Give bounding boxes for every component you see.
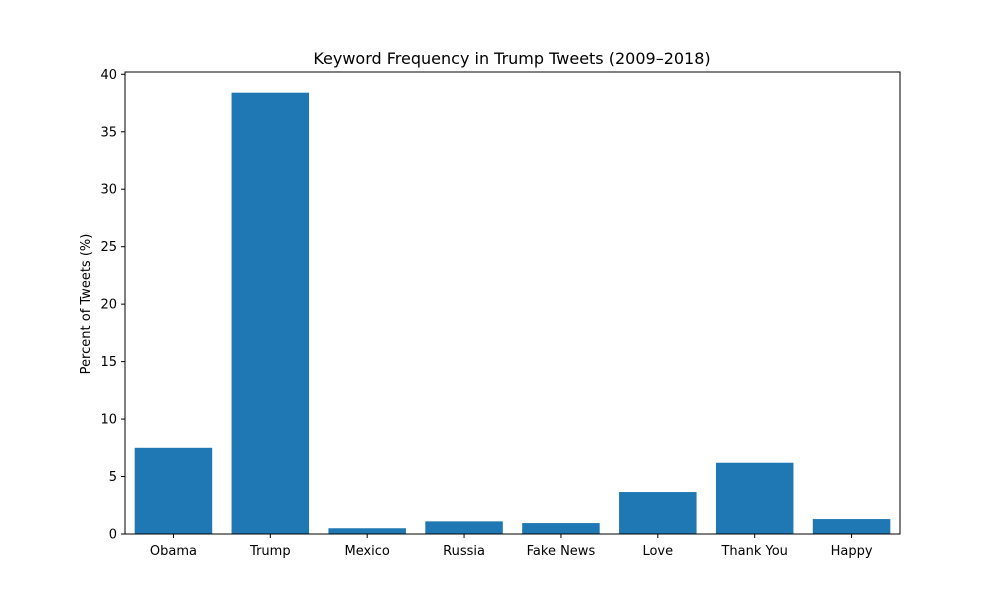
x-axis: Obama Trump Mexico Russia Fake News Love Thank… [150, 534, 873, 559]
y-tick-label: 15 [100, 355, 117, 370]
y-tick-label: 30 [100, 183, 117, 198]
bar-fake-news [522, 523, 600, 534]
bar-thank-you [715, 462, 794, 534]
bar-obama [134, 447, 213, 534]
x-tick-label: Happy [831, 544, 873, 559]
y-tick-label: 35 [100, 125, 117, 140]
y-tick-label: 0 [109, 528, 117, 543]
x-tick-label: Fake News [527, 544, 596, 559]
bar-mexico [328, 528, 406, 534]
bar-trump [231, 92, 310, 534]
x-tick-label: Thank You [720, 544, 787, 559]
bar-russia [425, 521, 503, 534]
x-tick-label: Russia [443, 544, 485, 559]
y-tick-label: 10 [100, 413, 117, 428]
x-tick-label: Love [642, 544, 673, 559]
bars-group [134, 92, 891, 534]
x-tick-label: Mexico [344, 544, 389, 559]
y-axis: 0 5 10 15 20 25 30 35 40 [100, 68, 125, 543]
bar-love [619, 492, 697, 534]
chart-title: Keyword Frequency in Trump Tweets (2009–… [313, 49, 710, 68]
plot-area-frame [124, 71, 901, 535]
y-tick-label: 25 [100, 240, 117, 255]
y-tick-label: 20 [100, 298, 117, 313]
x-tick-label: Trump [249, 544, 291, 559]
y-tick-label: 5 [109, 470, 117, 485]
x-tick-label: Obama [150, 544, 197, 559]
bar-happy [812, 519, 891, 534]
y-tick-label: 40 [100, 68, 117, 83]
y-axis-title: Percent of Tweets (%) [79, 234, 94, 375]
